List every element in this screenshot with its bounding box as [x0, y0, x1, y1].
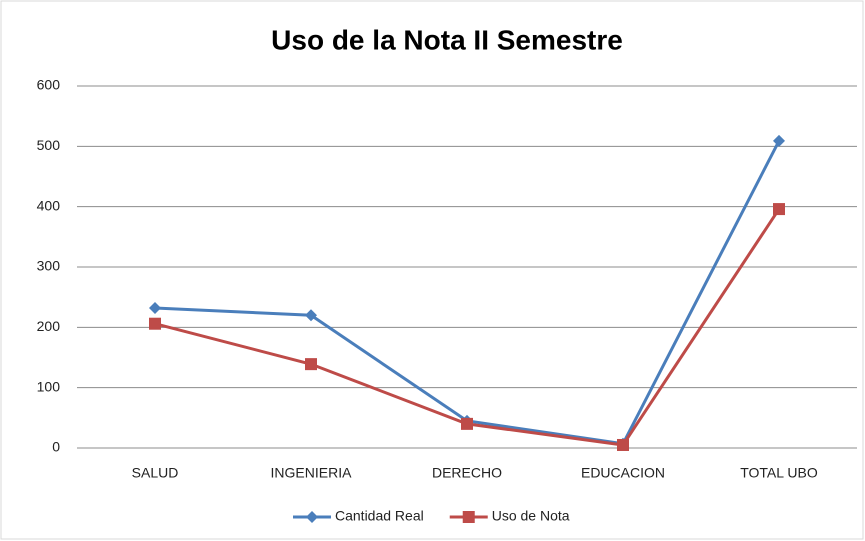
- x-tick-label: DERECHO: [432, 465, 502, 481]
- data-point: [617, 438, 629, 451]
- chart-title: Uso de la Nota II Semestre: [271, 24, 623, 55]
- data-point: [149, 302, 161, 315]
- legend-marker: [462, 511, 475, 523]
- y-tick-label: 600: [37, 77, 61, 93]
- y-tick-label: 100: [37, 378, 61, 394]
- legend-label: Uso de Nota: [492, 508, 570, 524]
- data-point: [149, 317, 161, 330]
- data-point: [773, 203, 785, 216]
- legend-label: Cantidad Real: [335, 508, 424, 524]
- x-tick-label: SALUD: [132, 465, 179, 481]
- y-tick-label: 300: [37, 258, 61, 274]
- y-tick-label: 200: [37, 318, 61, 334]
- y-tick-label: 500: [37, 137, 61, 153]
- x-tick-label: INGENIERIA: [271, 465, 353, 481]
- legend-marker: [306, 511, 318, 523]
- data-point: [773, 134, 785, 147]
- x-tick-label: EDUCACION: [581, 465, 665, 481]
- data-point: [305, 358, 317, 371]
- x-tick-label: TOTAL UBO: [740, 465, 818, 481]
- data-point: [305, 309, 317, 322]
- y-tick-label: 0: [52, 439, 60, 455]
- data-point: [461, 417, 473, 430]
- y-tick-label: 400: [37, 197, 61, 213]
